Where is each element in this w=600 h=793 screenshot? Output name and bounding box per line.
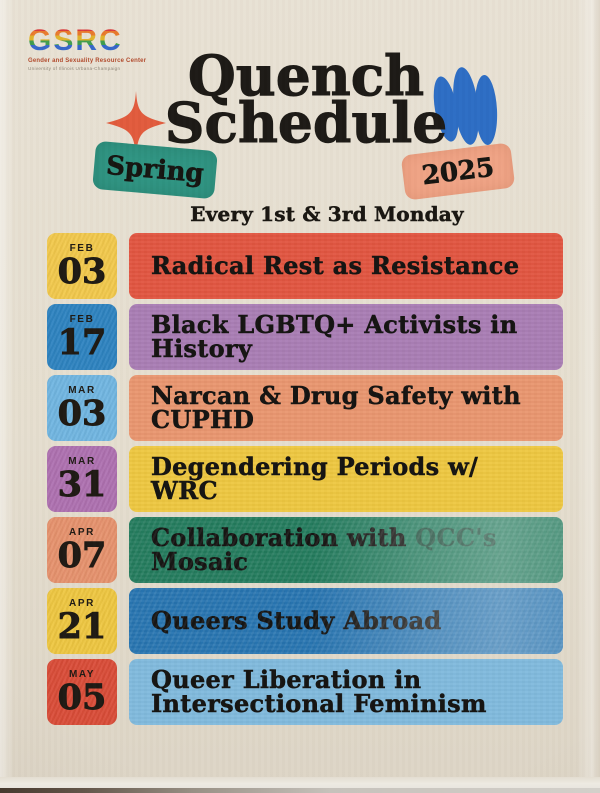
date-day: 17 (57, 322, 107, 363)
schedule-row: MAR 03 Narcan & Drug Safety with CUPHD (47, 375, 563, 441)
schedule-row: MAR 31 Degendering Periods w/ WRC (47, 446, 563, 512)
poster-title-line2: Schedule (164, 90, 448, 155)
event-bar: Degendering Periods w/ WRC (129, 446, 563, 512)
frequency-note: Every 1st & 3rd Monday (190, 202, 464, 227)
table-surface (0, 788, 600, 793)
event-title: Queer Liberation in Intersectional Femin… (151, 665, 487, 718)
event-title: Radical Rest as Resistance (151, 251, 520, 280)
event-title: Black LGBTQ+ Activists in History (151, 310, 518, 363)
schedule-row: MAY 05 Queer Liberation in Intersectiona… (47, 659, 563, 725)
date-day: 03 (57, 251, 107, 292)
date-box: APR 07 (47, 517, 117, 583)
date-day: 05 (57, 677, 107, 718)
date-box: FEB 17 (47, 304, 117, 370)
schedule-list: FEB 03 Radical Rest as Resistance FEB 17… (47, 233, 563, 730)
event-bar: Collaboration with QCC's Mosaic (129, 517, 563, 583)
event-bar: Radical Rest as Resistance (129, 233, 563, 299)
date-box: MAR 31 (47, 446, 117, 512)
event-title-faded-part: QCC's (415, 523, 497, 552)
date-box: FEB 03 (47, 233, 117, 299)
event-bar: Narcan & Drug Safety with CUPHD (129, 375, 563, 441)
season-badge-label: Spring (105, 150, 205, 190)
paper-edge (0, 777, 600, 788)
event-bar: Queers Study Abroad (129, 588, 563, 654)
date-box: MAR 03 (47, 375, 117, 441)
event-title: Degendering Periods w/ WRC (151, 452, 479, 505)
date-day: 03 (57, 393, 107, 434)
poster-title: Quench Schedule (6, 48, 600, 155)
event-bar: Queer Liberation in Intersectional Femin… (129, 659, 563, 725)
schedule-row: FEB 17 Black LGBTQ+ Activists in History (47, 304, 563, 370)
year-badge-label: 2025 (420, 152, 496, 191)
date-day: 21 (57, 606, 107, 647)
event-title-part: Mosaic (151, 547, 249, 576)
schedule-row: APR 21 Queers Study Abroad (47, 588, 563, 654)
event-title: Collaboration with QCC's Mosaic (129, 523, 531, 576)
date-box: APR 21 (47, 588, 117, 654)
date-day: 31 (57, 464, 107, 505)
event-title: Narcan & Drug Safety with CUPHD (151, 381, 521, 434)
event-bar: Black LGBTQ+ Activists in History (129, 304, 563, 370)
date-box: MAY 05 (47, 659, 117, 725)
schedule-row: APR 07 Collaboration with QCC's Mosaic (47, 517, 563, 583)
date-day: 07 (57, 535, 107, 576)
event-title: Queers Study Abroad (151, 606, 442, 635)
schedule-row: FEB 03 Radical Rest as Resistance (47, 233, 563, 299)
